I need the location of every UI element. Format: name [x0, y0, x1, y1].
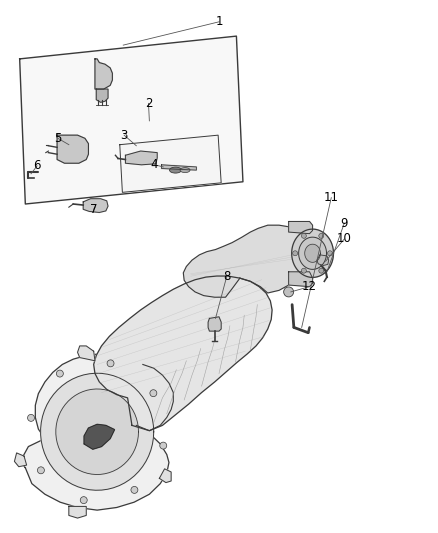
- Circle shape: [57, 370, 64, 377]
- Polygon shape: [14, 453, 27, 467]
- Polygon shape: [159, 469, 171, 482]
- Polygon shape: [208, 317, 221, 331]
- Text: 10: 10: [337, 232, 352, 246]
- Polygon shape: [120, 135, 221, 192]
- Polygon shape: [125, 151, 157, 165]
- Polygon shape: [23, 354, 171, 510]
- Polygon shape: [56, 389, 138, 474]
- Polygon shape: [95, 59, 113, 89]
- Circle shape: [150, 390, 157, 397]
- Polygon shape: [299, 237, 326, 269]
- Circle shape: [80, 497, 87, 504]
- Text: 8: 8: [223, 270, 230, 282]
- Polygon shape: [94, 276, 272, 431]
- Text: 2: 2: [145, 97, 152, 110]
- Circle shape: [107, 360, 114, 367]
- Polygon shape: [20, 36, 243, 204]
- Polygon shape: [78, 346, 95, 361]
- Circle shape: [293, 251, 298, 256]
- Circle shape: [160, 442, 167, 449]
- Polygon shape: [292, 229, 333, 277]
- Circle shape: [301, 233, 306, 238]
- Polygon shape: [162, 165, 196, 170]
- Ellipse shape: [170, 167, 181, 173]
- Polygon shape: [83, 199, 108, 213]
- Polygon shape: [289, 272, 313, 287]
- Text: 7: 7: [90, 203, 97, 216]
- Circle shape: [319, 233, 324, 238]
- Circle shape: [328, 251, 332, 256]
- Text: 1: 1: [215, 15, 223, 28]
- Circle shape: [37, 467, 44, 474]
- Polygon shape: [184, 225, 310, 297]
- Text: 11: 11: [324, 191, 339, 204]
- Circle shape: [301, 268, 306, 273]
- Text: 12: 12: [302, 280, 317, 293]
- Circle shape: [319, 268, 324, 273]
- Text: 3: 3: [120, 128, 128, 142]
- Polygon shape: [84, 424, 115, 449]
- Polygon shape: [289, 222, 313, 233]
- Text: 5: 5: [54, 132, 62, 145]
- Polygon shape: [69, 506, 86, 518]
- Text: 9: 9: [341, 216, 348, 230]
- Polygon shape: [41, 373, 154, 490]
- Polygon shape: [305, 244, 321, 262]
- Text: 4: 4: [151, 158, 159, 171]
- Circle shape: [28, 414, 35, 422]
- Polygon shape: [57, 135, 88, 163]
- Circle shape: [131, 487, 138, 494]
- Text: 6: 6: [33, 159, 41, 172]
- Polygon shape: [317, 255, 328, 265]
- Polygon shape: [96, 89, 108, 102]
- Circle shape: [284, 287, 293, 297]
- Ellipse shape: [180, 167, 190, 173]
